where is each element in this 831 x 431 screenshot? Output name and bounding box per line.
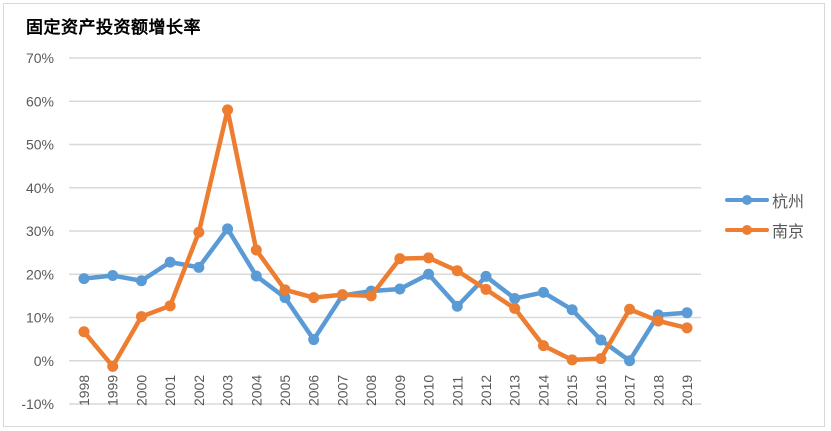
legend: 杭州 南京 bbox=[725, 185, 804, 245]
data-point-marker[interactable] bbox=[595, 353, 607, 365]
y-tick-label: 40% bbox=[26, 180, 54, 196]
data-point-marker[interactable] bbox=[480, 270, 492, 282]
data-point-marker[interactable] bbox=[566, 354, 578, 366]
data-point-marker[interactable] bbox=[107, 270, 119, 282]
data-point-marker[interactable] bbox=[222, 223, 234, 235]
y-tick-label: 30% bbox=[26, 223, 54, 239]
legend-label: 南京 bbox=[772, 222, 805, 241]
data-point-marker[interactable] bbox=[394, 283, 406, 295]
y-tick-label: -10% bbox=[21, 396, 54, 412]
data-point-marker[interactable] bbox=[451, 265, 463, 277]
data-point-marker[interactable] bbox=[537, 286, 549, 298]
x-tick-label: 2012 bbox=[478, 375, 494, 406]
x-axis-ticks: 1998 1999 2000 2001 2002 2003 2004 2005 2006 2007… bbox=[76, 375, 695, 406]
data-point-marker[interactable] bbox=[78, 273, 90, 285]
data-point-marker[interactable] bbox=[365, 290, 377, 302]
data-point-marker[interactable] bbox=[595, 334, 607, 346]
legend-label: 杭州 bbox=[772, 192, 805, 211]
data-point-marker[interactable] bbox=[509, 302, 521, 314]
data-point-marker[interactable] bbox=[164, 256, 176, 268]
x-tick-label: 2017 bbox=[622, 375, 638, 406]
data-point-marker[interactable] bbox=[279, 292, 291, 304]
x-tick-label: 2009 bbox=[392, 375, 408, 406]
y-tick-label: 70% bbox=[26, 50, 54, 66]
legend-marker-icon bbox=[725, 225, 769, 235]
y-tick-label: 10% bbox=[26, 310, 54, 326]
data-point-marker[interactable] bbox=[537, 340, 549, 352]
x-tick-label: 2002 bbox=[191, 375, 207, 406]
data-point-marker[interactable] bbox=[624, 303, 636, 315]
data-point-marker[interactable] bbox=[509, 292, 521, 304]
data-point-marker[interactable] bbox=[308, 334, 320, 346]
data-point-marker[interactable] bbox=[681, 307, 693, 319]
x-tick-label: 2004 bbox=[248, 375, 264, 406]
legend-marker-icon bbox=[725, 195, 769, 205]
data-point-marker[interactable] bbox=[451, 300, 463, 312]
x-tick-label: 2014 bbox=[535, 375, 551, 406]
x-tick-label: 2005 bbox=[277, 375, 293, 406]
x-tick-label: 2015 bbox=[564, 375, 580, 406]
x-tick-label: 2007 bbox=[334, 375, 350, 406]
y-tick-label: 0% bbox=[34, 353, 54, 369]
y-tick-label: 50% bbox=[26, 137, 54, 153]
data-point-marker[interactable] bbox=[193, 226, 205, 238]
chart-title: 固定资产投资额增长率 bbox=[26, 18, 201, 38]
data-point-marker[interactable] bbox=[107, 360, 119, 372]
x-tick-label: 2001 bbox=[162, 375, 178, 406]
y-axis-ticks: 70% 60% 50% 40% 30% 20% 10% 0% -10% bbox=[21, 50, 54, 412]
x-tick-label: 2019 bbox=[679, 375, 695, 406]
x-tick-label: 1998 bbox=[76, 375, 92, 406]
data-point-marker[interactable] bbox=[423, 268, 435, 280]
data-point-marker[interactable] bbox=[624, 355, 636, 367]
x-tick-label: 2010 bbox=[421, 375, 437, 406]
series-line bbox=[81, 107, 690, 369]
data-point-marker[interactable] bbox=[566, 304, 578, 316]
y-tick-label: 20% bbox=[26, 266, 54, 282]
x-tick-label: 2016 bbox=[593, 375, 609, 406]
series-hangzhou bbox=[78, 223, 693, 367]
x-tick-label: 2003 bbox=[220, 375, 236, 406]
data-point-marker[interactable] bbox=[681, 322, 693, 334]
data-point-marker[interactable] bbox=[279, 284, 291, 296]
x-tick-label: 2011 bbox=[449, 376, 465, 406]
data-point-marker[interactable] bbox=[250, 270, 262, 282]
data-point-marker[interactable] bbox=[135, 311, 147, 323]
chart-frame bbox=[3, 3, 825, 427]
data-point-marker[interactable] bbox=[336, 289, 348, 301]
y-tick-label: 60% bbox=[26, 93, 54, 109]
data-point-marker[interactable] bbox=[480, 283, 492, 295]
data-point-marker[interactable] bbox=[394, 253, 406, 265]
data-point-marker[interactable] bbox=[78, 326, 90, 338]
x-tick-label: 2000 bbox=[133, 375, 149, 406]
series-nanjing bbox=[78, 104, 693, 372]
data-point-marker[interactable] bbox=[222, 104, 234, 116]
data-point-marker[interactable] bbox=[164, 300, 176, 312]
x-tick-label: 2006 bbox=[306, 375, 322, 406]
x-tick-label: 2013 bbox=[507, 375, 523, 406]
data-point-marker[interactable] bbox=[308, 292, 320, 304]
data-series bbox=[78, 104, 693, 372]
data-point-marker[interactable] bbox=[250, 244, 262, 256]
x-tick-label: 2008 bbox=[363, 375, 379, 406]
x-tick-label: 2018 bbox=[650, 375, 666, 406]
x-tick-label: 1999 bbox=[105, 375, 121, 406]
data-point-marker[interactable] bbox=[193, 261, 205, 273]
legend-item-nanjing[interactable]: 南京 bbox=[725, 215, 804, 245]
data-point-marker[interactable] bbox=[652, 315, 664, 327]
data-point-marker[interactable] bbox=[423, 252, 435, 264]
data-point-marker[interactable] bbox=[135, 275, 147, 287]
legend-item-hangzhou[interactable]: 杭州 bbox=[725, 185, 804, 215]
